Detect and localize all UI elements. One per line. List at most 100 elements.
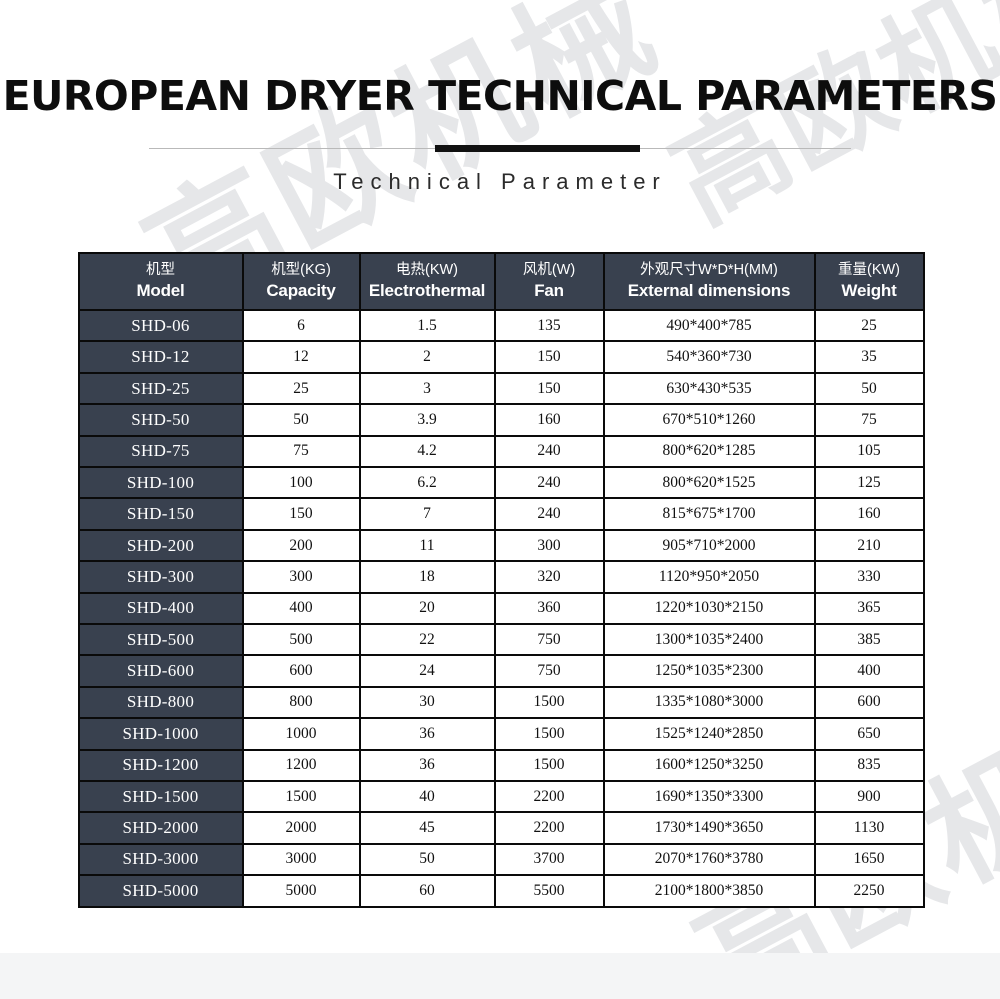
cell-dimensions: 815*675*1700 (602, 497, 816, 531)
cell-dimensions: 1120*950*2050 (602, 560, 816, 594)
cell-dimensions: 1300*1035*2400 (602, 622, 816, 657)
table-row: SHD-06 6 1.5 135 490*400*785 25 (77, 309, 925, 343)
cell-weight: 835 (813, 748, 925, 782)
cell-electrothermal: 4.2 (358, 434, 496, 469)
column-header-capacity: 机型(KG) Capacity (241, 252, 361, 312)
bottom-band (0, 953, 1000, 999)
cell-fan: 240 (493, 497, 605, 531)
cell-fan: 3700 (493, 842, 605, 877)
cell-fan: 2200 (493, 779, 605, 814)
table-row: SHD-600 600 24 750 1250*1035*2300 400 (77, 654, 925, 688)
cell-model: SHD-500 (77, 622, 244, 657)
cell-fan: 360 (493, 591, 605, 626)
cell-weight: 365 (813, 591, 925, 626)
column-header-electrothermal-en: Electrothermal (368, 280, 486, 300)
cell-fan: 150 (493, 340, 605, 374)
cell-capacity: 300 (241, 560, 361, 594)
cell-dimensions: 490*400*785 (602, 309, 816, 343)
column-header-dimensions-cn: 外观尺寸W*D*H(MM) (640, 262, 778, 279)
table-row: SHD-300 300 18 320 1120*950*2050 330 (77, 560, 925, 594)
cell-weight: 385 (813, 622, 925, 657)
cell-electrothermal: 6.2 (358, 466, 496, 500)
table-row: SHD-400 400 20 360 1220*1030*2150 365 (77, 591, 925, 626)
table-row: SHD-3000 3000 50 3700 2070*1760*3780 1650 (77, 842, 925, 877)
cell-weight: 25 (813, 309, 925, 343)
cell-electrothermal: 7 (358, 497, 496, 531)
table-row: SHD-800 800 30 1500 1335*1080*3000 600 (77, 685, 925, 720)
cell-electrothermal: 1.5 (358, 309, 496, 343)
table-row: SHD-2000 2000 45 2200 1730*1490*3650 1130 (77, 811, 925, 845)
cell-electrothermal: 20 (358, 591, 496, 626)
cell-electrothermal: 3.9 (358, 403, 496, 437)
column-header-electrothermal: 电热(KW) Electrothermal (358, 252, 496, 312)
column-header-capacity-en: Capacity (266, 280, 336, 300)
cell-dimensions: 670*510*1260 (602, 403, 816, 437)
cell-model: SHD-600 (77, 654, 244, 688)
cell-weight: 330 (813, 560, 925, 594)
cell-model: SHD-12 (77, 340, 244, 374)
column-header-capacity-cn: 机型(KG) (271, 262, 331, 279)
cell-model: SHD-150 (77, 497, 244, 531)
cell-capacity: 12 (241, 340, 361, 374)
cell-model: SHD-100 (77, 466, 244, 500)
cell-fan: 135 (493, 309, 605, 343)
cell-weight: 50 (813, 371, 925, 406)
cell-dimensions: 800*620*1525 (602, 466, 816, 500)
cell-model: SHD-2000 (77, 811, 244, 845)
table-row: SHD-5000 5000 60 5500 2100*1800*3850 2250 (77, 874, 925, 908)
column-header-model-en: Model (136, 280, 185, 300)
cell-capacity: 1000 (241, 717, 361, 751)
cell-weight: 75 (813, 403, 925, 437)
cell-capacity: 5000 (241, 874, 361, 908)
cell-fan: 750 (493, 654, 605, 688)
cell-model: SHD-200 (77, 528, 244, 563)
column-header-dimensions-en: External dimensions (627, 280, 791, 300)
spec-table-body: SHD-06 6 1.5 135 490*400*785 25 SHD-12 12 2 150 54… (77, 309, 925, 908)
cell-weight: 400 (813, 654, 925, 688)
cell-model: SHD-800 (77, 685, 244, 720)
cell-weight: 105 (813, 434, 925, 469)
cell-fan: 750 (493, 622, 605, 657)
cell-dimensions: 905*710*2000 (602, 528, 816, 563)
divider-accent (435, 145, 640, 153)
cell-capacity: 600 (241, 654, 361, 688)
cell-dimensions: 1730*1490*3650 (602, 811, 816, 845)
cell-dimensions: 2070*1760*3780 (602, 842, 816, 877)
cell-capacity: 2000 (241, 811, 361, 845)
table-header-row: 机型 Model 机型(KG) Capacity 电热(KW) Electrot… (77, 252, 925, 312)
cell-weight: 2250 (813, 874, 925, 908)
cell-dimensions: 800*620*1285 (602, 434, 816, 469)
cell-model: SHD-3000 (77, 842, 244, 877)
column-header-weight-cn: 重量(KW) (837, 262, 900, 279)
cell-model: SHD-300 (77, 560, 244, 594)
table-row: SHD-75 75 4.2 240 800*620*1285 105 (77, 434, 925, 469)
cell-weight: 160 (813, 497, 925, 531)
cell-dimensions: 1250*1035*2300 (602, 654, 816, 688)
cell-fan: 150 (493, 371, 605, 406)
cell-model: SHD-400 (77, 591, 244, 626)
cell-fan: 2200 (493, 811, 605, 845)
cell-capacity: 800 (241, 685, 361, 720)
cell-capacity: 3000 (241, 842, 361, 877)
cell-fan: 240 (493, 434, 605, 469)
column-header-electrothermal-cn: 电热(KW) (395, 262, 458, 279)
cell-electrothermal: 3 (358, 371, 496, 406)
cell-electrothermal: 30 (358, 685, 496, 720)
cell-capacity: 1500 (241, 779, 361, 814)
cell-capacity: 1200 (241, 748, 361, 782)
cell-model: SHD-25 (77, 371, 244, 406)
cell-weight: 650 (813, 717, 925, 751)
cell-model: SHD-06 (77, 309, 244, 343)
cell-fan: 1500 (493, 685, 605, 720)
cell-dimensions: 2100*1800*3850 (602, 874, 816, 908)
cell-electrothermal: 60 (358, 874, 496, 908)
cell-electrothermal: 22 (358, 622, 496, 657)
column-header-dimensions: 外观尺寸W*D*H(MM) External dimensions (602, 252, 816, 312)
spec-table: 机型 Model 机型(KG) Capacity 电热(KW) Electrot… (77, 252, 925, 908)
cell-fan: 240 (493, 466, 605, 500)
table-row: SHD-150 150 7 240 815*675*1700 160 (77, 497, 925, 531)
cell-fan: 1500 (493, 748, 605, 782)
spec-table-container: 机型 Model 机型(KG) Capacity 电热(KW) Electrot… (77, 252, 925, 908)
cell-capacity: 6 (241, 309, 361, 343)
cell-dimensions: 1335*1080*3000 (602, 685, 816, 720)
